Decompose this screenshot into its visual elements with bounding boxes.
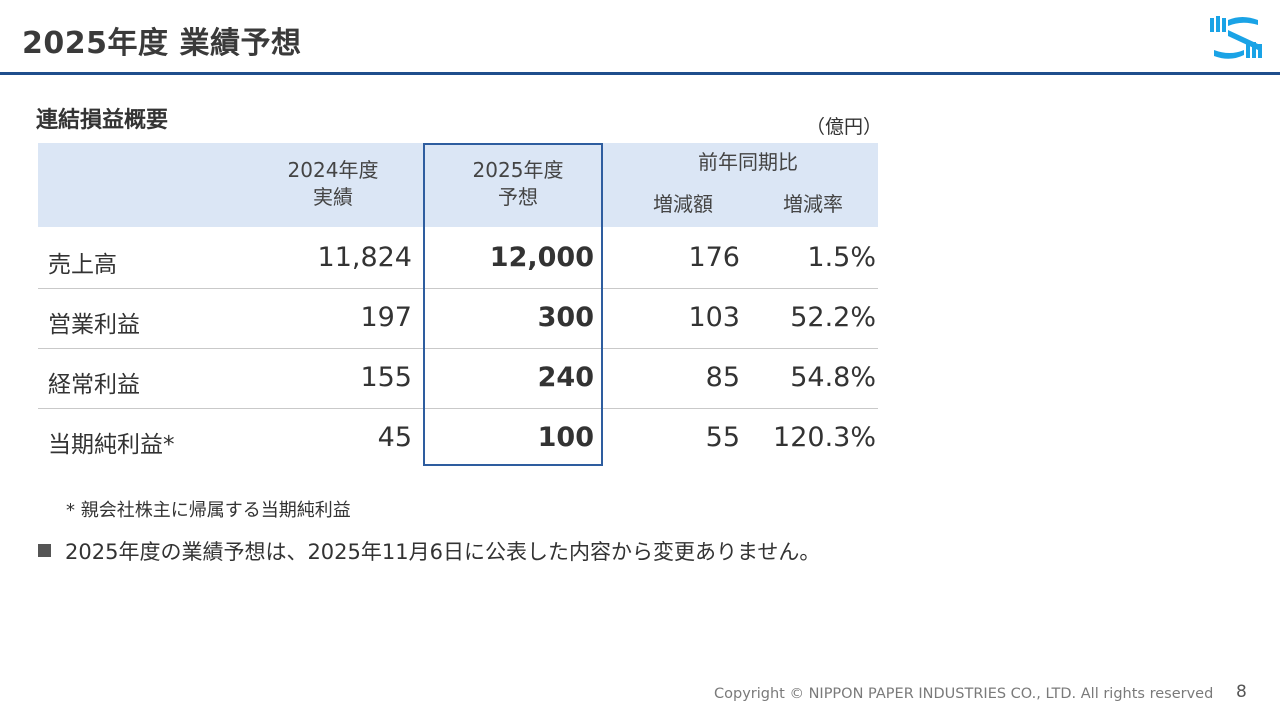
table-header [38,143,878,227]
row-fy2025: 300 [537,302,594,333]
header-fy2024: 2024年度 実績 [258,157,408,211]
header-diff: 増減額 [653,192,713,216]
row-rate: 52.2% [790,302,876,333]
bullet-note-text: 2025年度の業績予想は、2025年11月6日に公表した内容から変更ありません。 [65,540,821,564]
table-row: 当期純利益* 45 100 55 120.3% [38,409,878,469]
title-rule [0,72,1280,75]
header-fy2024-line2: 実績 [313,185,353,209]
table-row: 経常利益 155 240 85 54.8% [38,349,878,409]
row-fy2024: 11,824 [317,242,412,273]
row-diff: 55 [705,422,740,453]
row-divider [38,348,878,349]
header-fy2024-line1: 2024年度 [287,158,379,182]
copyright: Copyright © NIPPON PAPER INDUSTRIES CO.,… [714,686,1214,702]
bullet-note: 2025年度の業績予想は、2025年11月6日に公表した内容から変更ありません。 [38,536,820,566]
header-yoy: 前年同期比 [698,150,798,174]
square-bullet-icon [38,544,51,557]
row-label: 当期純利益* [48,432,175,458]
row-divider [38,408,878,409]
header-fy2025-line1: 2025年度 [472,158,564,182]
row-fy2024: 155 [360,362,412,393]
income-summary-table: 2024年度 実績 2025年度 予想 前年同期比 増減額 増減率 売上高 11… [38,143,878,469]
row-divider [38,288,878,289]
row-diff: 85 [705,362,740,393]
row-fy2025: 240 [537,362,594,393]
table-row: 営業利益 197 300 103 52.2% [38,289,878,349]
row-label: 経常利益 [48,372,140,398]
table-row: 売上高 11,824 12,000 176 1.5% [38,229,878,289]
section-heading: 連結損益概要 [36,108,169,133]
row-fy2025: 100 [537,422,594,453]
footnote: * 親会社株主に帰属する当期純利益 [66,500,351,521]
row-fy2024: 45 [377,422,412,453]
row-label: 売上高 [48,252,117,278]
row-fy2025: 12,000 [489,242,594,273]
header-fy2025-line2: 予想 [498,185,538,209]
company-logo-icon [1210,16,1262,59]
row-rate: 1.5% [807,242,876,273]
row-diff: 103 [688,302,740,333]
header-rate: 増減率 [783,192,843,216]
header-fy2025: 2025年度 予想 [433,157,603,211]
row-fy2024: 197 [360,302,412,333]
row-label: 営業利益 [48,312,140,338]
page-number: 8 [1236,682,1247,702]
row-diff: 176 [688,242,740,273]
row-rate: 54.8% [790,362,876,393]
page-title: 2025年度 業績予想 [22,26,302,61]
row-rate: 120.3% [773,422,876,453]
unit-label: （億円） [806,116,883,138]
